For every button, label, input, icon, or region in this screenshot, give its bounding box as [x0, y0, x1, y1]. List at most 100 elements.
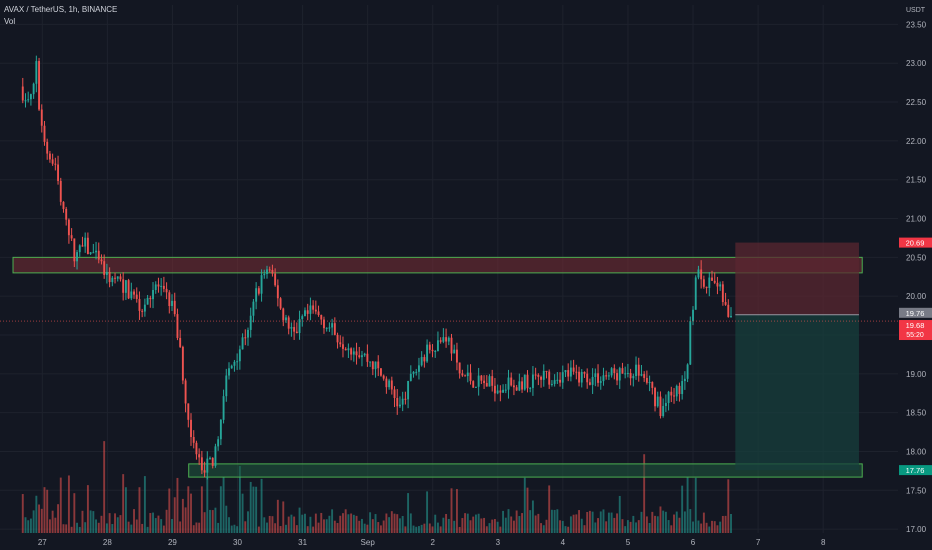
volume-bar	[214, 507, 217, 533]
volume-bar	[247, 511, 249, 533]
volume-bar	[673, 514, 675, 533]
volume-bar	[540, 523, 543, 533]
volume-bar	[266, 522, 268, 533]
volume-bar	[65, 524, 68, 533]
volume-bar	[333, 520, 336, 533]
candle-body	[510, 377, 513, 386]
candle-body	[702, 279, 705, 287]
volume-bar	[46, 489, 49, 533]
candle-body	[86, 237, 89, 254]
price-tick-label: 23.50	[906, 20, 927, 29]
candle-body	[108, 271, 111, 283]
price-tick-label: 17.00	[906, 525, 927, 534]
volume-bar	[274, 523, 277, 533]
currency-label: USDT	[906, 7, 926, 14]
candle-body	[673, 395, 675, 397]
candle-body	[502, 389, 505, 393]
candle-body	[176, 314, 179, 338]
candle-body	[382, 375, 385, 379]
volume-bar	[181, 498, 184, 533]
candle-body	[689, 321, 692, 365]
candle-body	[390, 380, 393, 390]
candle-body	[298, 319, 301, 334]
volume-bar	[290, 514, 293, 533]
candle-body	[561, 372, 564, 383]
candle-body	[274, 273, 277, 286]
candle-body	[640, 374, 643, 376]
time-axis[interactable]: 27 28 29 30 31 Sep 2 3 4 5 6 7 8	[38, 538, 826, 547]
volume-bar	[328, 515, 331, 533]
candlesticks	[21, 55, 732, 480]
volume-bar	[537, 513, 540, 533]
volume-bar	[312, 526, 315, 533]
volume-bar	[629, 521, 632, 533]
candle-body	[569, 367, 572, 377]
volume-bar	[255, 486, 258, 533]
candle-body	[111, 277, 114, 283]
volume-bar	[705, 522, 708, 533]
candle-body	[377, 361, 380, 369]
volume-bar	[260, 478, 263, 533]
candle-body	[46, 141, 49, 154]
volume-bar	[108, 513, 111, 533]
volume-bar	[561, 520, 564, 533]
candle-body	[583, 371, 586, 374]
volume-bar	[426, 491, 429, 533]
volume-bar	[670, 525, 673, 533]
volume-bar	[407, 493, 410, 533]
volume-bar	[81, 510, 84, 533]
candle-body	[190, 419, 192, 438]
volume-bar	[298, 507, 301, 533]
volume-bar	[548, 485, 551, 533]
candle-body	[317, 311, 320, 315]
volume-bar	[507, 509, 510, 533]
volume-bar	[219, 486, 222, 533]
volume-bar	[610, 512, 613, 533]
symbol-title[interactable]: AVAX / TetherUS, 1h, BINANCE	[4, 5, 118, 14]
volume-bar	[306, 526, 309, 533]
volume-bar	[567, 526, 570, 533]
short-position-tool[interactable]	[735, 242, 859, 471]
volume-bar	[374, 514, 377, 533]
candle-body	[230, 365, 233, 369]
volume-bar	[727, 479, 730, 533]
time-tick-label: 6	[691, 538, 696, 547]
volume-bar	[103, 441, 106, 533]
volume-bar	[92, 511, 95, 533]
volume-indicator-label[interactable]: Vol	[4, 17, 16, 26]
volume-bar	[730, 513, 732, 533]
volume-bar	[559, 520, 562, 533]
candle-body	[420, 357, 423, 366]
candle-body	[504, 389, 507, 391]
volume-bar	[241, 493, 244, 533]
volume-bar	[133, 509, 135, 533]
volume-bar	[309, 516, 312, 533]
candle-body	[312, 305, 315, 310]
candle-body	[493, 385, 496, 394]
candle-body	[48, 153, 51, 160]
candle-body	[293, 327, 296, 332]
volume-bar	[553, 509, 556, 533]
candle-body	[266, 269, 268, 275]
candle-body	[409, 373, 412, 381]
volume-bar	[602, 509, 605, 533]
candle-body	[683, 378, 686, 382]
candle-body	[54, 163, 57, 165]
volume-bar	[455, 489, 458, 533]
volume-bar	[21, 494, 24, 533]
candle-body	[371, 361, 374, 370]
volume-bars	[21, 441, 732, 533]
volume-bar	[594, 522, 597, 533]
candle-body	[24, 100, 27, 102]
volume-bar	[111, 524, 114, 533]
candle-body	[92, 252, 95, 254]
volume-bar	[472, 516, 475, 533]
zone-rectangles[interactable]	[12, 256, 863, 478]
candle-body	[610, 368, 613, 376]
candle-body	[97, 250, 100, 260]
volume-bar	[724, 515, 727, 533]
volume-bar	[450, 488, 453, 533]
volume-bar	[702, 512, 705, 533]
volume-bar	[157, 515, 160, 533]
